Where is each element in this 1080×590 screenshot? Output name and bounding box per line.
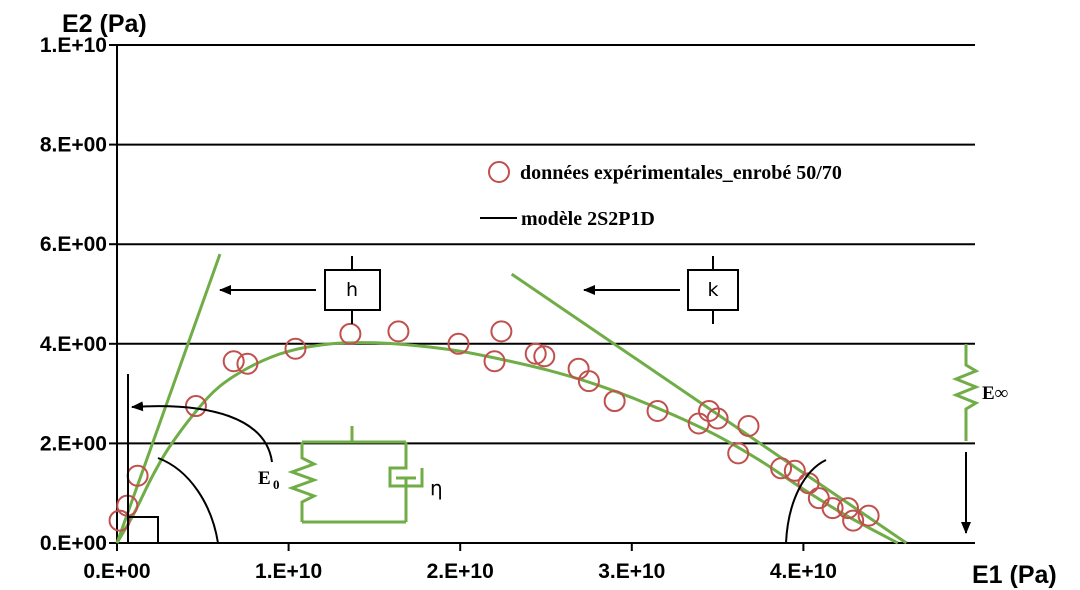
- y-tick-label-4: 8.E+00: [40, 134, 107, 157]
- legend: données expérimentales_enrobé 50/70 modè…: [480, 161, 842, 230]
- x-tick-labels: 0.E+00 1.E+10 2.E+10 3.E+10 4.E+10: [83, 543, 837, 583]
- e0-spring: [287, 442, 319, 522]
- data-point-12: [524, 342, 547, 365]
- data-point-29: [842, 509, 865, 532]
- model-curve: [115, 341, 899, 545]
- e0-eta-element-diagram: E 0 η: [131, 401, 443, 524]
- y-tick-label-2: 4.E+00: [40, 333, 107, 356]
- data-point-8: [387, 320, 410, 343]
- legend-label-experimental: données expérimentales_enrobé 50/70: [520, 162, 842, 184]
- data-point-15: [577, 370, 600, 393]
- eta-dashpot-top: [388, 442, 424, 488]
- data-point-23: [770, 457, 793, 480]
- h-element-diagram: h: [219, 256, 381, 324]
- data-point-9: [447, 332, 470, 355]
- k-element-box: [687, 269, 739, 311]
- legend-label-model: modèle 2S2P1D: [521, 208, 655, 230]
- origin-angle-marker: [127, 374, 219, 544]
- data-point-13: [533, 345, 556, 368]
- y-tick-label-3: 6.E+00: [40, 233, 107, 256]
- data-point-24: [783, 459, 806, 482]
- data-point-28: [837, 497, 860, 520]
- plot-frame: [116, 45, 975, 544]
- data-point-30: [857, 504, 880, 527]
- data-point-17: [646, 400, 669, 423]
- data-point-16: [603, 390, 626, 413]
- data-point-22: [737, 414, 760, 437]
- einf-spring: [951, 344, 981, 441]
- einf-label: E∞: [982, 383, 1008, 404]
- data-point-11: [490, 320, 513, 343]
- data-point-7: [339, 322, 362, 345]
- e0-arrow: [131, 401, 273, 463]
- h-element-label: h: [346, 279, 358, 301]
- data-point-4: [222, 350, 245, 373]
- k-element-diagram: k: [583, 256, 739, 324]
- data-point-14: [567, 357, 590, 380]
- legend-marker-experimental: [488, 161, 510, 183]
- data-point-6: [284, 337, 307, 360]
- data-point-5: [236, 352, 259, 375]
- asymptote-lines: [115, 253, 908, 545]
- eta-label: η: [430, 476, 443, 500]
- y-tick-labels: 0.E+00 2.E+00 4.E+00 6.E+00 8.E+00 1.E+10: [40, 34, 117, 555]
- k-element-label: k: [707, 279, 718, 301]
- high-freq-angle-marker: [785, 459, 827, 544]
- e0-label: E: [258, 468, 271, 489]
- data-point-27: [821, 497, 844, 520]
- e0-subscript: 0: [273, 477, 280, 492]
- y-tick-label-5: 1.E+10: [40, 34, 107, 57]
- y-tick-label-0: 0.E+00: [40, 532, 107, 555]
- x-axis-title: E1 (Pa): [972, 561, 1057, 589]
- y-axis-title: E2 (Pa): [62, 10, 147, 38]
- data-point-10: [483, 350, 506, 373]
- einf-element-diagram: E∞: [951, 344, 1008, 534]
- x-tick-label-1: 1.E+10: [255, 560, 322, 583]
- y-tick-label-1: 2.E+00: [40, 432, 107, 455]
- x-tick-label-3: 3.E+10: [598, 560, 665, 583]
- x-tick-label-2: 2.E+10: [427, 560, 494, 583]
- experimental-points: [108, 320, 880, 532]
- data-point-19: [698, 400, 721, 423]
- data-point-20: [706, 407, 729, 430]
- data-point-21: [727, 442, 750, 465]
- asymptote-line-1: [510, 272, 908, 545]
- grid-lines: [117, 44, 975, 445]
- x-tick-label-0: 0.E+00: [83, 560, 150, 583]
- asymptote-line-0: [115, 253, 222, 544]
- x-tick-label-4: 4.E+10: [770, 560, 837, 583]
- data-point-3: [184, 395, 207, 418]
